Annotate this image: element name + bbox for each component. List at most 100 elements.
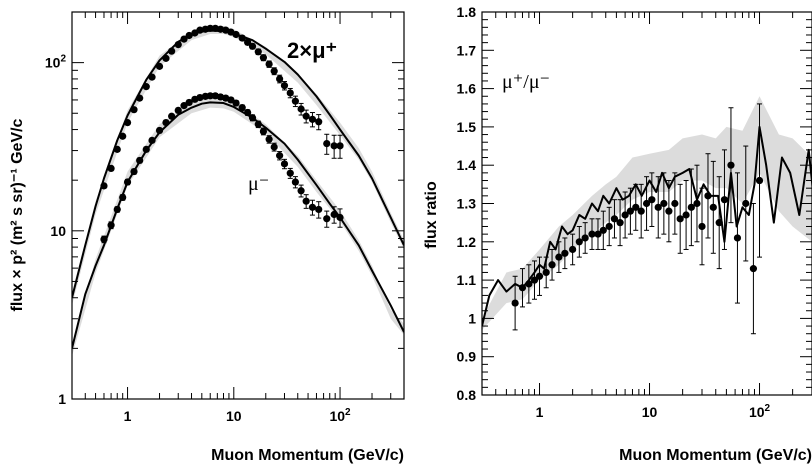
right-data-point (648, 196, 656, 204)
right-data-point (555, 253, 563, 261)
left-data-point (107, 164, 115, 173)
left-data-point (238, 104, 246, 112)
right-data-point (642, 199, 651, 208)
right-y-tick-label: 1.7 (457, 42, 477, 58)
left-data-point (336, 213, 344, 222)
left-x-tick-label: 1 (124, 408, 132, 424)
right-data-point (569, 245, 577, 254)
left-data-point (248, 114, 257, 122)
left-data-point (323, 140, 331, 148)
left-data-point (119, 193, 127, 202)
left-data-point (206, 92, 214, 100)
left-data-point (297, 187, 305, 195)
left-data-point (180, 102, 188, 110)
left-x-tick-label: 10 (226, 408, 242, 424)
left-data-point (291, 178, 299, 186)
left-data-point (130, 106, 138, 114)
right-data-point (720, 196, 729, 204)
left-data-point (232, 30, 240, 39)
left-data-point (254, 48, 262, 56)
left-data-point (323, 215, 331, 223)
left-model-uncertainty-band-0 (72, 25, 404, 306)
left-data-point (330, 210, 338, 219)
left-data-point (174, 106, 182, 114)
left-data-point (286, 89, 294, 97)
left-data-point (315, 118, 323, 126)
right-data-point (676, 215, 684, 223)
left-data-point (168, 47, 176, 55)
left-data-point (259, 127, 268, 136)
left-panel-flux: 1 10 102 1 10 102 (45, 11, 405, 424)
left-data-point (162, 54, 170, 62)
right-y-tick-label: 1.4 (457, 157, 477, 173)
right-data-point (542, 268, 550, 277)
left-frame (71, 11, 405, 400)
left-data-point (297, 105, 305, 113)
right-data-point (715, 219, 723, 227)
left-data-point (142, 83, 150, 91)
right-data-point (682, 211, 690, 219)
right-data-point (660, 199, 668, 208)
left-data-point (180, 35, 188, 43)
right-data-point (665, 207, 673, 215)
right-data-point (548, 261, 556, 269)
right-data-point (610, 215, 619, 223)
right-data-point (733, 234, 742, 242)
left-data-point (302, 197, 310, 205)
left-data-point (232, 99, 240, 107)
right-x-tick-label: 1 (536, 404, 544, 420)
left-data-point (206, 24, 214, 32)
left-data-point (270, 143, 278, 151)
right-data-point (588, 230, 596, 238)
right-data-point (755, 176, 764, 185)
left-data-point (244, 108, 252, 117)
right-data-point (561, 249, 569, 257)
right-data-point (581, 234, 589, 242)
right-y-tick-label: 0.8 (457, 387, 477, 403)
left-data-point (265, 135, 273, 143)
left-x-tick-label: 102 (329, 407, 351, 424)
left-data-point (265, 60, 273, 68)
right-data-point (525, 280, 533, 288)
right-data-point (637, 207, 645, 215)
right-data-point (535, 272, 544, 280)
right-y-axis-title: flux ratio (423, 181, 440, 249)
right-y-tick-label: 1.5 (457, 119, 477, 135)
left-data-point (280, 82, 289, 90)
right-data-point (632, 203, 640, 211)
left-data-point (174, 40, 182, 49)
left-data-point (196, 26, 204, 34)
left-data-point (155, 126, 164, 135)
right-data-point (605, 222, 613, 231)
left-data-point (308, 115, 317, 123)
right-data-point (727, 161, 735, 169)
right-data-point (749, 265, 758, 273)
annotation-2-mu-plus: 2×μ⁺ (287, 38, 337, 63)
left-data-point (148, 73, 156, 81)
left-y-tick-label: 1 (58, 391, 66, 407)
left-data-point (100, 182, 108, 190)
right-y-tick-label: 1.1 (457, 272, 477, 288)
left-data-point (248, 42, 257, 50)
right-data-point (518, 284, 527, 292)
right-data-point (616, 219, 624, 227)
right-y-tick-label: 1.8 (457, 4, 477, 20)
left-data-point (276, 75, 284, 83)
left-data-point (254, 120, 262, 128)
left-data-point (244, 38, 252, 46)
right-y-tick-label: 1.3 (457, 196, 477, 212)
left-data-point (113, 205, 121, 214)
left-y-tick-label: 102 (45, 54, 67, 71)
left-data-point (185, 98, 193, 107)
left-plot-area (72, 24, 404, 357)
right-plot-area (482, 96, 812, 335)
left-data-point (100, 235, 108, 243)
right-model-uncertainty-band-0 (482, 96, 812, 330)
left-data-point (196, 93, 204, 102)
left-data-point (315, 205, 323, 214)
right-y-tick-label: 0.9 (457, 349, 477, 365)
right-model-line-1 (482, 125, 812, 327)
left-data-point (238, 34, 246, 42)
left-data-point (291, 97, 299, 105)
right-data-point (626, 207, 634, 215)
